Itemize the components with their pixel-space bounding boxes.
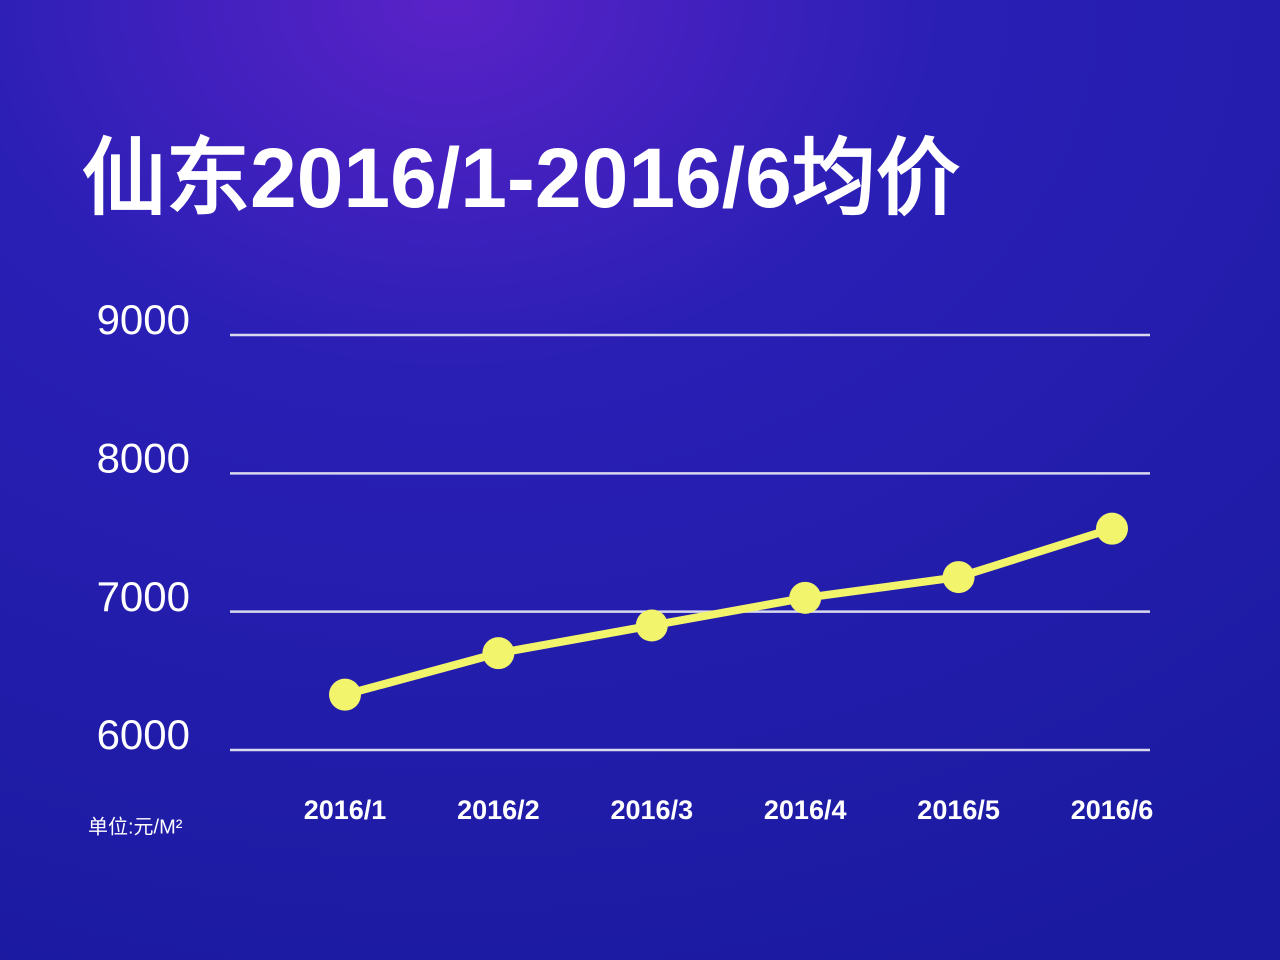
unit-label: 单位:元/M² <box>88 815 183 838</box>
chart-title: 仙东2016/1-2016/6均价 <box>82 131 960 225</box>
data-point <box>789 581 822 614</box>
y-tick-label: 9000 <box>97 296 190 343</box>
y-tick-label: 6000 <box>97 711 190 758</box>
data-point <box>482 637 515 670</box>
y-tick-label: 7000 <box>97 573 190 620</box>
y-tick-label: 8000 <box>97 434 190 481</box>
x-tick-label: 2016/2 <box>457 795 540 825</box>
x-tick-label: 2016/6 <box>1071 795 1154 825</box>
x-tick-label: 2016/3 <box>611 795 694 825</box>
data-point <box>1096 512 1128 545</box>
data-line <box>343 524 1114 699</box>
x-tick-label: 2016/1 <box>304 795 387 825</box>
x-tick-label: 2016/5 <box>917 795 1000 825</box>
data-point <box>635 609 668 642</box>
data-point <box>329 678 361 711</box>
data-point <box>942 561 975 594</box>
x-tick-label: 2016/4 <box>764 795 847 825</box>
